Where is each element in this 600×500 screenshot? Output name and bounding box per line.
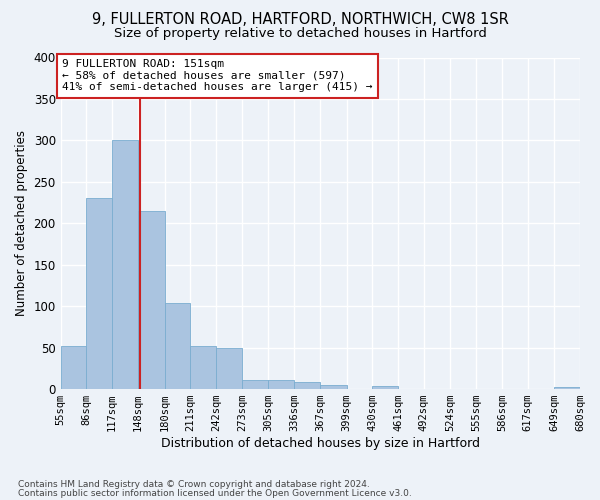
Bar bbox=[86, 198, 112, 389]
Bar bbox=[242, 380, 268, 389]
Bar bbox=[372, 386, 398, 389]
Bar bbox=[294, 382, 320, 389]
Text: 9 FULLERTON ROAD: 151sqm
← 58% of detached houses are smaller (597)
41% of semi-: 9 FULLERTON ROAD: 151sqm ← 58% of detach… bbox=[62, 59, 373, 92]
Bar bbox=[138, 211, 164, 389]
Text: Contains HM Land Registry data © Crown copyright and database right 2024.: Contains HM Land Registry data © Crown c… bbox=[18, 480, 370, 489]
Text: 9, FULLERTON ROAD, HARTFORD, NORTHWICH, CW8 1SR: 9, FULLERTON ROAD, HARTFORD, NORTHWICH, … bbox=[92, 12, 508, 28]
Text: Size of property relative to detached houses in Hartford: Size of property relative to detached ho… bbox=[113, 28, 487, 40]
Bar bbox=[190, 346, 216, 389]
Bar bbox=[61, 346, 86, 389]
Bar bbox=[164, 303, 190, 389]
Bar bbox=[320, 385, 347, 389]
Text: Contains public sector information licensed under the Open Government Licence v3: Contains public sector information licen… bbox=[18, 489, 412, 498]
Bar bbox=[216, 348, 242, 389]
Bar bbox=[112, 140, 138, 389]
Y-axis label: Number of detached properties: Number of detached properties bbox=[15, 130, 28, 316]
X-axis label: Distribution of detached houses by size in Hartford: Distribution of detached houses by size … bbox=[161, 437, 480, 450]
Bar bbox=[268, 380, 294, 389]
Bar bbox=[554, 388, 580, 389]
